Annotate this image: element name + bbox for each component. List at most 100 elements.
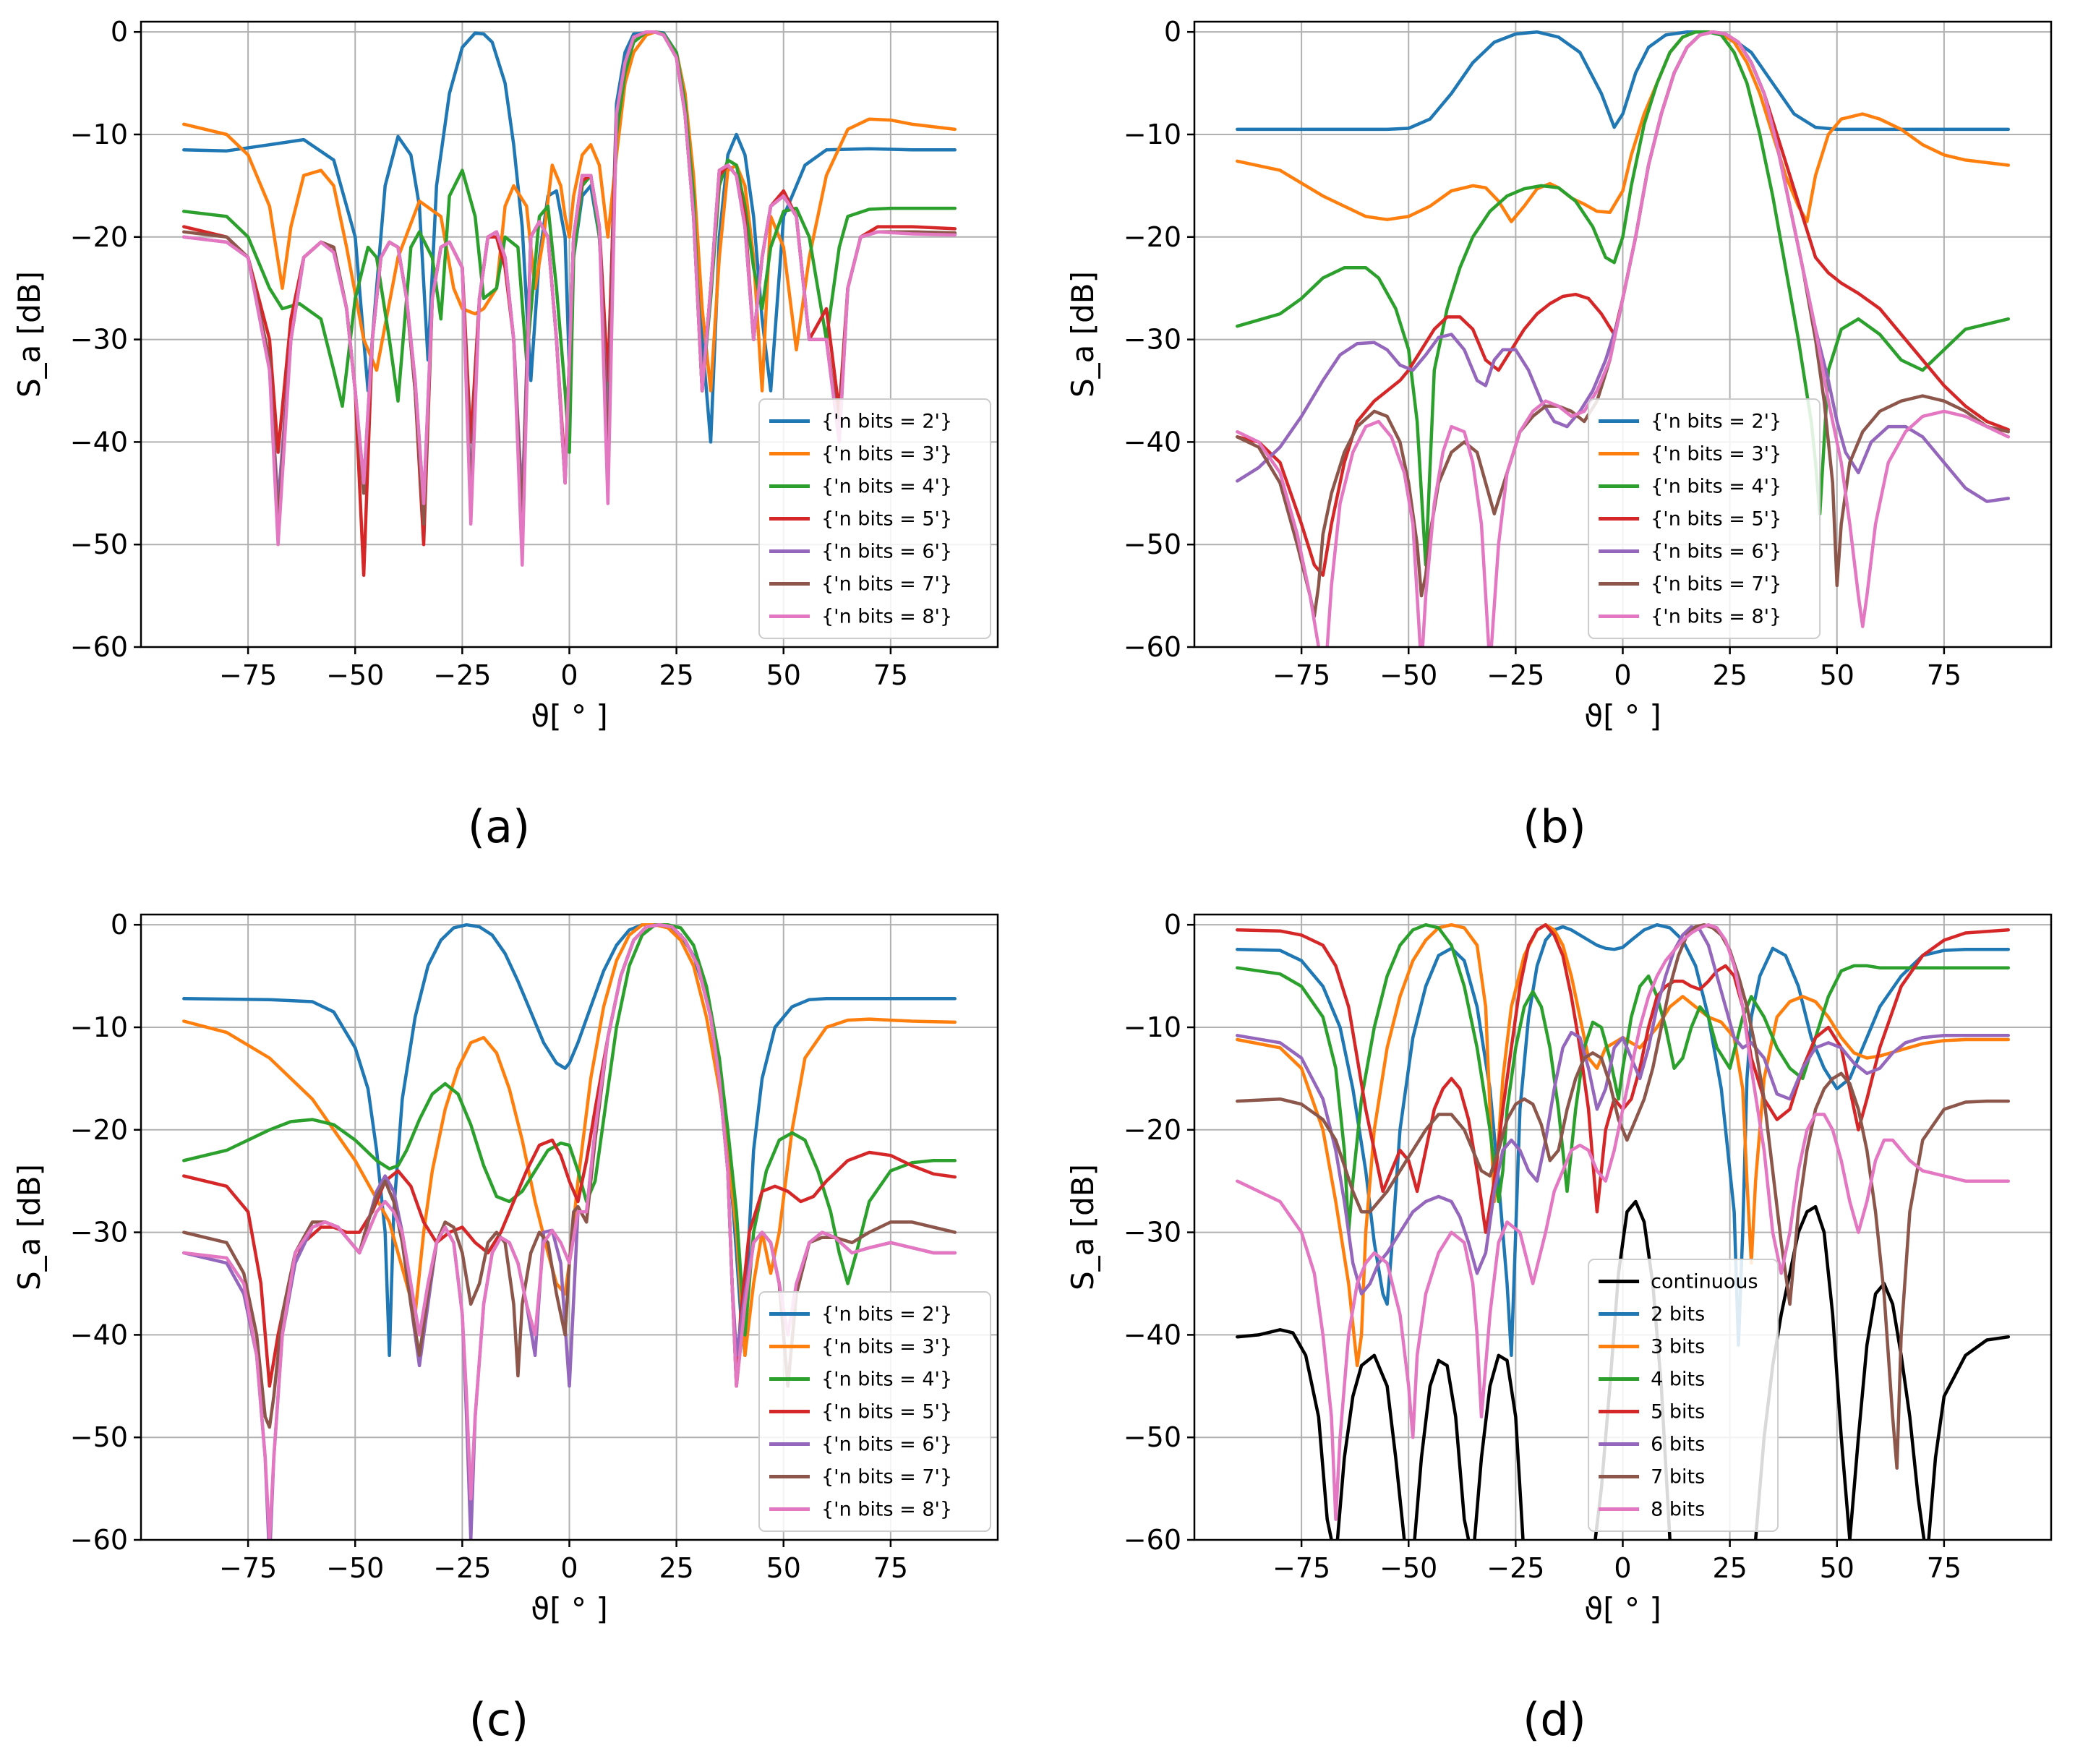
y-tick-label: −10 xyxy=(1124,119,1181,150)
series-line-3 xyxy=(1236,922,2011,1234)
series-lines xyxy=(1236,922,2011,1540)
series-line-6 xyxy=(1236,922,2011,1470)
legend-label-1: {'n bits = 3'} xyxy=(1651,443,1781,466)
series-line-6 xyxy=(182,30,957,567)
y-tick-label: −40 xyxy=(1124,1319,1181,1350)
legend-frame xyxy=(1588,1259,1779,1532)
legend-label-0: {'n bits = 2'} xyxy=(1651,411,1781,433)
series-line-6 xyxy=(1236,30,2011,647)
legend-label-2: 3 bits xyxy=(1651,1336,1705,1358)
y-axis-title: S_a [dB] xyxy=(12,1164,47,1290)
legend-label-6: {'n bits = 8'} xyxy=(821,606,952,628)
legend: continuous 2 bits 3 bits 4 bits 5 bits 6 bits… xyxy=(1588,1259,1779,1532)
y-tick-label: −30 xyxy=(70,1217,128,1249)
x-tick-label: 0 xyxy=(1614,1552,1631,1584)
x-tick-label: −25 xyxy=(1486,1552,1544,1584)
y-tick-label: −20 xyxy=(1124,221,1181,253)
x-tick-label: 25 xyxy=(659,1552,693,1584)
y-tick-label: −20 xyxy=(1124,1114,1181,1146)
y-tick-label: −10 xyxy=(70,119,128,150)
series-line-2 xyxy=(182,922,957,1337)
x-tick-label: −25 xyxy=(433,1552,491,1584)
legend-label-3: {'n bits = 5'} xyxy=(821,1401,952,1423)
y-tick-label: 0 xyxy=(1164,909,1181,941)
legend-label-1: {'n bits = 3'} xyxy=(821,1336,952,1358)
y-tick-label: −50 xyxy=(70,528,128,560)
legend-label-5: {'n bits = 7'} xyxy=(821,1466,952,1489)
legend: {'n bits = 2'} {'n bits = 3'} {'n bits = 4… xyxy=(758,1291,991,1532)
caption-b: (b) xyxy=(1523,800,1586,853)
series-line-1 xyxy=(1236,922,2011,1358)
legend-label-4: 5 bits xyxy=(1651,1401,1705,1423)
series-line-4 xyxy=(1236,922,2011,1234)
x-axis-title: ϑ[ ° ] xyxy=(1584,698,1661,734)
x-tick-label: 0 xyxy=(560,1552,578,1584)
legend-frame xyxy=(1588,398,1821,639)
legend-label-2: {'n bits = 4'} xyxy=(821,1369,952,1391)
legend-label-1: {'n bits = 3'} xyxy=(821,443,952,466)
series-line-6 xyxy=(182,922,957,1540)
series-line-0 xyxy=(1236,1199,2011,1540)
caption-a: (a) xyxy=(468,800,530,853)
legend-label-4: {'n bits = 6'} xyxy=(821,541,952,563)
legend-label-4: {'n bits = 6'} xyxy=(821,1434,952,1456)
x-tick-label: 75 xyxy=(1927,1552,1961,1584)
x-tick-label: −50 xyxy=(1379,659,1437,691)
y-tick-label: 0 xyxy=(111,909,128,941)
series-line-3 xyxy=(1236,30,2011,577)
x-tick-label: 50 xyxy=(766,659,801,691)
x-tick-label: 50 xyxy=(1820,659,1854,691)
series-line-2 xyxy=(182,30,957,454)
x-tick-label: 75 xyxy=(873,659,908,691)
y-tick-label: −40 xyxy=(1124,426,1181,458)
x-tick-label: −25 xyxy=(433,659,491,691)
x-tick-label: 25 xyxy=(1712,1552,1747,1584)
x-tick-label: 75 xyxy=(1927,659,1961,691)
y-tick-label: 0 xyxy=(1164,16,1181,48)
y-axis-title: S_a [dB] xyxy=(12,271,47,398)
series-lines xyxy=(1236,30,2011,647)
legend-label-4: {'n bits = 6'} xyxy=(1651,541,1781,563)
x-tick-label: −75 xyxy=(219,1552,277,1584)
series-line-0 xyxy=(182,922,957,1358)
legend-frame xyxy=(758,398,991,639)
x-tick-label: −75 xyxy=(219,659,277,691)
y-tick-label: −10 xyxy=(1124,1011,1181,1043)
y-tick-label: −60 xyxy=(70,631,128,663)
series-line-1 xyxy=(182,922,957,1358)
x-tick-label: 75 xyxy=(873,1552,908,1584)
x-tick-label: −50 xyxy=(1379,1552,1437,1584)
panel-d: (d) −75 −50 −25 0 25 50 75 0 −10 −20 −30 −40 −50 −60 ϑ… xyxy=(1065,909,2053,1746)
panel-b: (b) −75 −50 −25 0 25 50 75 0 −10 −20 −30 −40 −50 −60 ϑ… xyxy=(1065,16,2053,853)
caption-d: (d) xyxy=(1523,1693,1586,1746)
series-lines xyxy=(182,922,957,1540)
legend-label-7: 8 bits xyxy=(1651,1499,1705,1521)
legend-label-3: 4 bits xyxy=(1651,1369,1705,1391)
y-tick-label: −60 xyxy=(1124,631,1181,663)
y-tick-label: −10 xyxy=(70,1011,128,1043)
x-tick-label: 25 xyxy=(1712,659,1747,691)
legend: {'n bits = 2'} {'n bits = 3'} {'n bits = 4… xyxy=(758,398,991,639)
legend-label-0: {'n bits = 2'} xyxy=(821,1303,952,1326)
y-tick-label: −50 xyxy=(1124,1421,1181,1453)
legend-label-0: continuous xyxy=(1651,1271,1758,1293)
y-tick-label: −60 xyxy=(70,1524,128,1556)
x-tick-label: 50 xyxy=(1820,1552,1854,1584)
caption-c: (c) xyxy=(469,1693,529,1746)
y-tick-label: −20 xyxy=(70,221,128,253)
series-line-1 xyxy=(182,30,957,393)
x-tick-label: −75 xyxy=(1272,659,1330,691)
y-tick-label: −50 xyxy=(1124,528,1181,560)
legend-label-1: 2 bits xyxy=(1651,1303,1705,1326)
panel-c: (c) −75 −50 −25 0 25 50 75 0 −10 −20 −30 −40 −50 −60 ϑ… xyxy=(12,909,999,1746)
y-tick-label: −30 xyxy=(1124,324,1181,356)
legend-label-5: 6 bits xyxy=(1651,1434,1705,1456)
legend-label-2: {'n bits = 4'} xyxy=(1651,476,1781,498)
x-tick-label: 0 xyxy=(1614,659,1631,691)
y-axis-title: S_a [dB] xyxy=(1065,271,1100,398)
x-tick-label: 50 xyxy=(766,1552,801,1584)
series-line-0 xyxy=(1236,30,2011,132)
legend-label-3: {'n bits = 5'} xyxy=(821,508,952,531)
y-tick-label: −30 xyxy=(70,324,128,356)
